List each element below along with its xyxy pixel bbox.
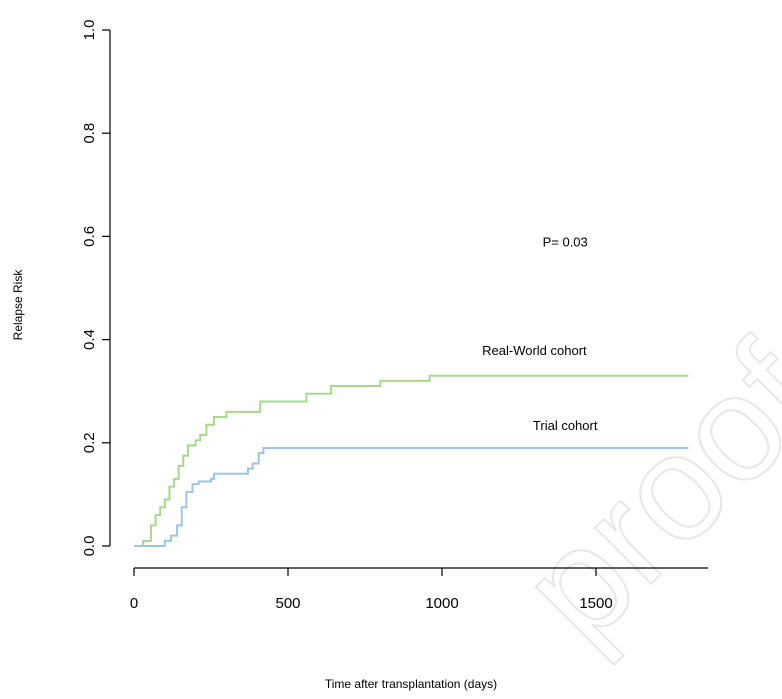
axes: 0.0 0.2 0.4 0.6 0.8 1.0 0 500 1000 1500 xyxy=(81,20,708,612)
y-tick-label: 0.0 xyxy=(81,536,98,557)
y-axis-title: Relapse Risk xyxy=(11,269,25,341)
chart-annotation: Real-World cohort xyxy=(482,343,587,358)
y-tick-label: 0.8 xyxy=(81,123,98,144)
series-layer xyxy=(134,374,689,547)
y-tick-label: 0.2 xyxy=(81,432,98,453)
x-tick-label: 500 xyxy=(275,595,300,612)
x-tick-label: 1000 xyxy=(425,595,458,612)
y-tick-label: 0.4 xyxy=(81,329,98,350)
series-line-trial-cohort xyxy=(134,446,689,547)
chart-annotation: Trial cohort xyxy=(533,418,598,433)
series-line-real-world-cohort xyxy=(134,374,689,547)
annotation-layer: P= 0.03 Real-World cohort Trial cohort xyxy=(482,235,598,433)
watermark-text: proof xyxy=(489,312,782,673)
y-tick-label: 1.0 xyxy=(81,20,98,41)
x-tick-label: 0 xyxy=(130,595,138,612)
x-axis-title: Time after transplantation (days) xyxy=(325,677,497,691)
chart-annotation: P= 0.03 xyxy=(543,235,588,250)
y-tick-label: 0.6 xyxy=(81,226,98,247)
x-tick-label: 1500 xyxy=(579,595,612,612)
